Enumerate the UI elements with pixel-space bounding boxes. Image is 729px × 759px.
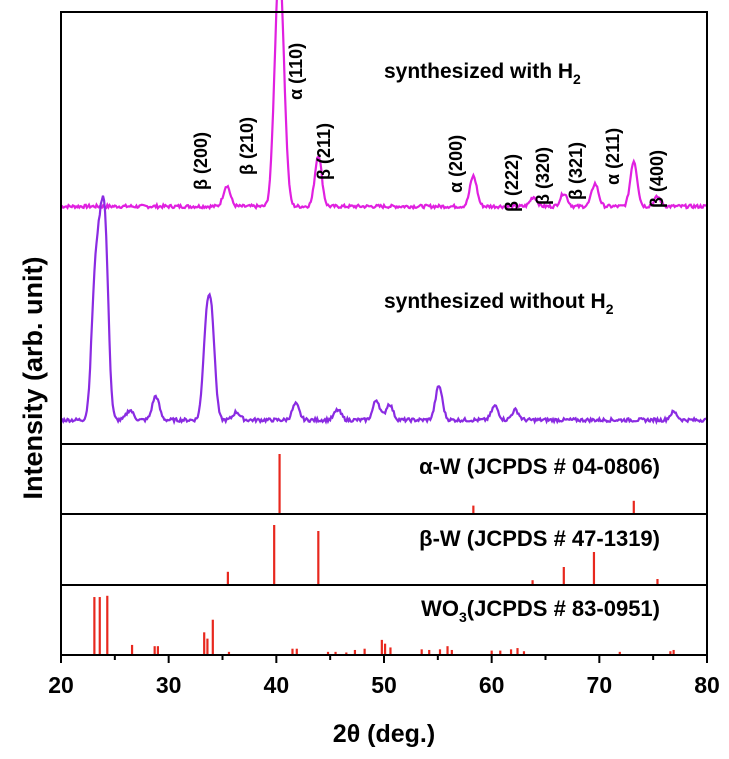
peak-label-0: β (200) bbox=[191, 132, 211, 190]
xrd-trace-1 bbox=[60, 195, 708, 426]
x-tick-label-6: 80 bbox=[694, 672, 720, 698]
x-tick-label-0: 20 bbox=[48, 672, 74, 698]
x-tick-label-1: 30 bbox=[156, 672, 182, 698]
peak-label-9: β (400) bbox=[647, 150, 667, 208]
x-axis-ticks: 20 30 40 50 60 70 80 bbox=[48, 655, 720, 698]
series-label-without-h2: synthesized without H2 bbox=[384, 290, 614, 317]
series-label-without-h2-main: synthesized without H bbox=[384, 290, 606, 313]
frame-border bbox=[60, 11, 708, 656]
ref-label-wo3-rest: (JCPDS # 83-0951) bbox=[467, 596, 660, 621]
x-tick-label-2: 40 bbox=[264, 672, 290, 698]
series-label-with-h2-sub: 2 bbox=[573, 71, 581, 87]
peak-label-4: α (200) bbox=[446, 135, 466, 193]
series-label-with-h2-main: synthesized with H bbox=[384, 60, 573, 83]
peak-label-5: β (222) bbox=[502, 154, 522, 212]
series-label-with-h2: synthesized with H2 bbox=[384, 60, 581, 87]
x-tick-label-3: 50 bbox=[371, 672, 397, 698]
x-tick-label-4: 60 bbox=[479, 672, 505, 698]
ref-label-alpha-w: α-W (JCPDS # 04-0806) bbox=[419, 454, 660, 479]
peak-label-8: α (211) bbox=[603, 128, 623, 185]
x-axis-label: 2θ (deg.) bbox=[333, 720, 435, 748]
peak-label-6: β (320) bbox=[533, 147, 553, 205]
peak-label-3: β (211) bbox=[314, 123, 334, 180]
ref-label-beta-w: β-W (JCPDS # 47-1319) bbox=[419, 526, 660, 551]
x-tick-label-5: 70 bbox=[587, 672, 613, 698]
ref-label-wo3-main: WO bbox=[421, 596, 459, 621]
y-axis-label: Intensity (arb. unit) bbox=[18, 257, 48, 500]
plot-area bbox=[60, 0, 708, 655]
peak-label-1: β (210) bbox=[237, 117, 257, 175]
series-label-without-h2-sub: 2 bbox=[606, 301, 614, 317]
ref-label-wo3: WO3(JCPDS # 83-0951) bbox=[421, 596, 660, 625]
peak-label-7: β (321) bbox=[566, 142, 586, 200]
plot-frame bbox=[60, 11, 708, 656]
ref-label-wo3-sub: 3 bbox=[459, 609, 467, 625]
peak-label-2: α (110) bbox=[286, 43, 306, 100]
xrd-trace-0 bbox=[60, 0, 708, 211]
reference-labels: α-W (JCPDS # 04-0806) β-W (JCPDS # 47-13… bbox=[419, 454, 660, 625]
series-labels: synthesized with H2 synthesized without … bbox=[384, 60, 614, 317]
peak-labels: β (200) β (210) α (110) β (211) α (200) β (22… bbox=[191, 43, 667, 212]
